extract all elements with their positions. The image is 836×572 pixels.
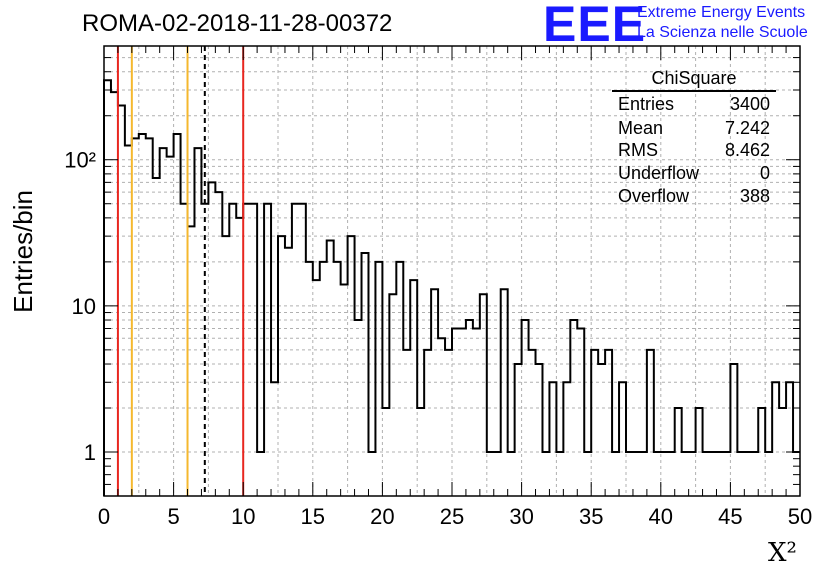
x-tick-label: 5 — [167, 504, 179, 529]
stat-value: 3400 — [729, 94, 770, 114]
eee-logo: EEE — [543, 0, 647, 52]
stat-row-rms: RMS 8.462 — [618, 140, 770, 161]
stat-row-overflow: Overflow 388 — [618, 186, 770, 207]
stat-label: RMS — [618, 140, 658, 160]
stat-label: Overflow — [618, 186, 690, 206]
stat-row-entries: Entries 3400 — [618, 94, 770, 115]
x-tick-label: 15 — [301, 504, 325, 529]
x-tick-label: 0 — [98, 504, 110, 529]
stats-divider — [612, 90, 776, 92]
stat-label: Underflow — [618, 163, 700, 183]
x-tick-label: 30 — [509, 504, 533, 529]
y-axis-label: Entries/bin — [8, 190, 38, 313]
chart-title: ROMA-02-2018-11-28-00372 — [82, 10, 393, 37]
stat-label: Entries — [618, 94, 675, 114]
y-tick-label: 10² — [64, 148, 96, 173]
stat-value: 7.242 — [724, 118, 770, 138]
stat-label: Mean — [618, 118, 664, 138]
x-tick-label: 25 — [440, 504, 464, 529]
x-tick-label: 10 — [231, 504, 255, 529]
logo-line-2: La Scienza nelle Scuole — [637, 24, 808, 41]
x-tick-label: 50 — [788, 504, 812, 529]
stat-value: 8.462 — [724, 140, 770, 160]
x-tick-label: 45 — [718, 504, 742, 529]
stat-row-mean: Mean 7.242 — [618, 118, 770, 139]
x-tick-label: 35 — [579, 504, 603, 529]
y-tick-label: 1 — [84, 440, 96, 465]
y-tick-label: 10 — [72, 294, 96, 319]
x-tick-label: 40 — [649, 504, 673, 529]
stat-value: 388 — [739, 186, 770, 206]
x-tick-label: 20 — [370, 504, 394, 529]
logo-line-1: Extreme Energy Events — [637, 4, 806, 21]
stat-value: 0 — [759, 163, 770, 183]
histogram-series — [103, 79, 800, 496]
x-axis-label: X² — [768, 538, 797, 568]
stat-row-underflow: Underflow 0 — [618, 163, 770, 184]
stats-title: ChiSquare — [651, 68, 737, 88]
